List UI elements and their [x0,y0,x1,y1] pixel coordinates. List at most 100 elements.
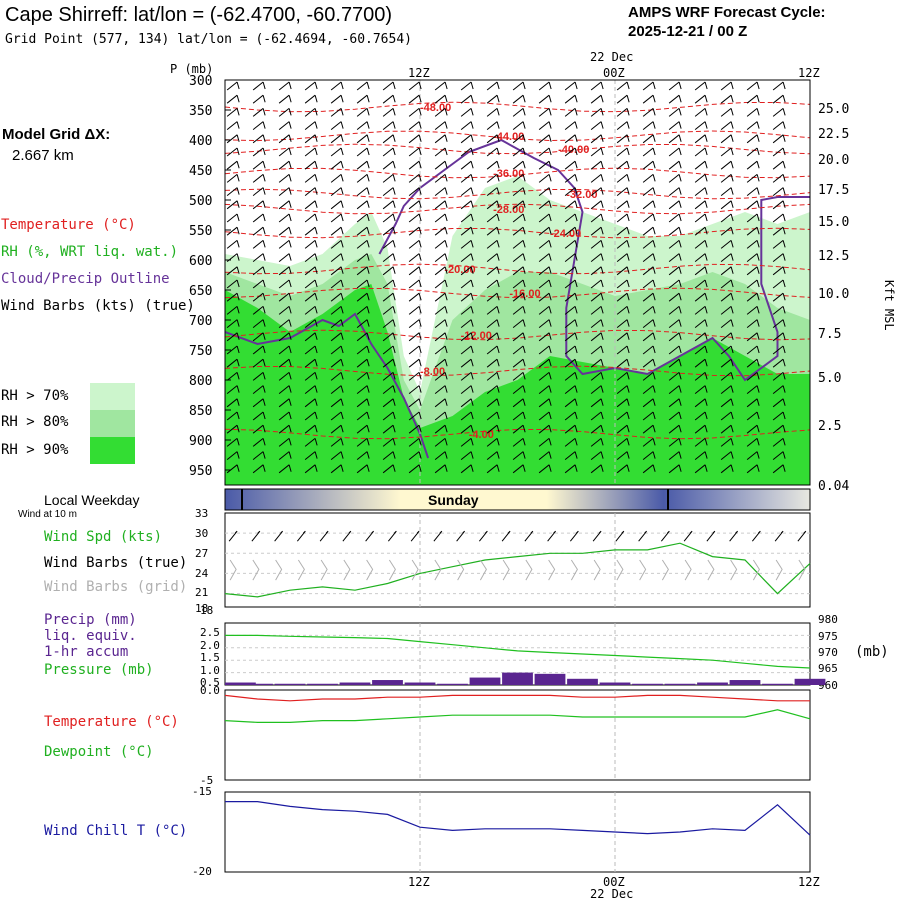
pressure-tick-label: 600 [189,254,212,269]
wind-barb [512,279,524,289]
wind-barb [694,319,706,328]
wind-barb-flag [756,398,760,406]
wind-barb-flag [782,227,786,235]
wind-barb-flag [756,451,760,459]
wind-barb [746,108,758,117]
wind-barb [694,108,706,117]
wind-barb-flag [288,385,292,393]
wind-barb-flag [704,345,708,354]
wind-barb-flag [574,121,578,129]
wind-barb [720,266,732,276]
wind-barb [356,438,368,447]
wind-barb [304,174,316,183]
wind-barb [382,174,394,183]
wind-barb-flag [652,174,656,182]
wind-barb-flag [652,240,656,248]
wind-barb-flag [626,253,630,261]
wind-barb [226,358,238,368]
wind-barb-flag [288,279,292,288]
wind-barb-flag [418,345,422,354]
wind-barb-flag [262,81,266,90]
wind-barb-flag [262,319,266,327]
wind-barb-flag [418,253,422,261]
legend-rh70-label: RH > 70% [1,388,69,404]
wind-barb-flag [522,425,526,433]
wind-barb [304,411,316,421]
wind-barb-flag [782,213,786,222]
wind-barb [356,292,368,302]
wind-barb [226,279,238,289]
wind-barb [772,187,784,196]
height-axis-title: Kft MSL [882,280,896,331]
wind-barb [772,174,784,183]
wind-barb [460,253,472,262]
wind-barb [434,81,446,91]
wind-barb [720,134,732,144]
wind-barb [512,372,524,381]
wind-barb-flag [340,464,344,472]
wind-barb [590,147,602,157]
wind-barb [746,213,758,223]
legend-rh90-label: RH > 90% [1,442,69,458]
wind-barb [434,134,446,144]
wind-barb [382,424,394,434]
wind-barb [382,121,394,130]
wind-barb [642,266,654,276]
wind-barb [304,240,316,249]
wind-barb-grid [639,559,647,581]
wind-barb-flag [600,134,604,142]
wind-barb [304,200,316,210]
wind-barb [668,121,680,130]
wind-barb [772,240,784,249]
wind-barb [460,240,472,249]
precip-bar [599,682,631,685]
wind-tick-label: 30 [195,527,208,540]
isotherm-label: -12.00 [461,330,492,342]
wind-barb-flag [262,385,266,393]
wind-barb [304,134,316,144]
precip-label-3: 1-hr accum [44,644,129,660]
wind-barb [616,358,628,368]
wind-barb-true [387,530,397,542]
wind-barb [356,147,368,157]
wind-barb-flag [392,332,396,340]
wind-barb-flag [366,174,370,182]
wind-barb [408,187,420,196]
wind-barb-flag [730,213,734,222]
wind-barb [668,424,680,434]
wind-barb [356,94,368,104]
wind-barb-flag [678,108,682,116]
wind-barb-flag [366,253,370,261]
wind-barb-flag [314,174,318,182]
wind-barb [278,108,290,117]
pressure-tick-label: 975 [818,630,838,643]
wind-barb [668,147,680,157]
wind-barb [642,187,654,196]
wind-barb-flag [470,108,474,116]
wind-barb [408,398,420,408]
wind-barb-flag [704,240,708,248]
wind-barb-flag [522,95,526,103]
wind-barb [252,464,264,474]
wind-barb [434,108,446,117]
isotherm-label: -40.00 [558,144,589,156]
wind-barb [642,292,654,302]
wind-barb [382,451,394,460]
wind-barb [408,121,420,130]
wind-barb [772,134,784,144]
wind-barb-flag [392,95,396,103]
wind-barb-flag [782,438,786,446]
wind-barb-flag [600,451,604,459]
wind-barb [590,121,602,130]
wind-barb [668,108,680,117]
wind-barb [356,398,368,408]
wind-barb-flag [678,134,682,142]
wind-barb [434,266,446,276]
wind-barb-flag [470,372,474,380]
wind-barb-flag [782,411,786,420]
wind-barb-flag [522,398,526,406]
wind-barb [564,358,576,368]
wind-barb-flag [314,266,318,274]
wind-barb-flag [574,213,578,222]
